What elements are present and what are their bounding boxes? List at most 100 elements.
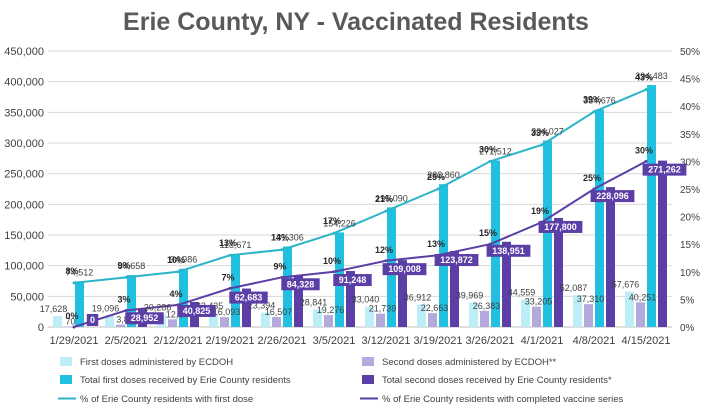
line-data-label: 13% [427, 239, 445, 249]
line-series [73, 160, 647, 328]
bar-data-label: 109,008 [388, 264, 421, 274]
line-data-label: 7% [221, 272, 234, 282]
line-data-label: 12% [375, 245, 393, 255]
line-point [332, 270, 336, 274]
bar [365, 306, 374, 327]
bar [261, 312, 270, 327]
bar-data-label: 0 [90, 315, 95, 325]
legend-label: Second doses administered by ECDOH** [382, 357, 557, 368]
bar-data-label: 118,671 [220, 240, 252, 250]
y-left-tick-label: 50,000 [10, 291, 44, 303]
bar-data-label-box [590, 190, 635, 203]
bar [398, 260, 407, 327]
bar-data-label: 17,628 [40, 304, 68, 314]
axes: 0 50,000 100,000 150,000 200,000 250,000 300,0… [4, 46, 700, 347]
bar-data-label: 39,969 [456, 290, 484, 300]
bar-data-label-box [434, 254, 479, 267]
legend-swatch [362, 375, 374, 384]
bar [116, 324, 125, 327]
line-point [228, 253, 232, 257]
legend: First doses administered by ECDOH Second … [58, 357, 624, 405]
line-point [280, 275, 284, 279]
y-left-tick-label: 200,000 [4, 199, 44, 211]
bar-data-label: 62,683 [235, 293, 263, 303]
line-data-label: 21% [375, 194, 393, 204]
x-tick-label: 2/26/2021 [258, 335, 307, 347]
y-right-tick-label: 5% [680, 295, 695, 306]
bar [294, 275, 303, 327]
bar-data-label: 33,040 [352, 295, 380, 305]
line-data-label: 9% [117, 260, 130, 270]
bar [606, 187, 615, 327]
bar-data-label: 19,096 [92, 303, 120, 313]
bar-data-label: 354,676 [583, 95, 616, 105]
bar-data-label: 19,276 [317, 305, 345, 315]
bar-data-label: 28,841 [300, 297, 328, 307]
y-left-tick-label: 150,000 [4, 230, 44, 242]
y-right-tick-label: 50% [680, 47, 700, 58]
line-point [228, 286, 232, 290]
bar-data-label: 33,205 [525, 297, 553, 307]
line-point [384, 259, 388, 263]
line-data-label: 14% [271, 233, 289, 243]
line-data-label: 33% [531, 128, 549, 138]
bar-data-label: 12,6 [166, 309, 184, 319]
bar [543, 140, 552, 327]
bar-data-label: 28,952 [131, 313, 159, 323]
bar-data-label: 22,663 [421, 303, 449, 313]
y-right-tick-label: 40% [680, 102, 700, 113]
bar [595, 109, 604, 327]
bar [647, 85, 656, 327]
bar-data-label: 177,800 [544, 222, 577, 232]
bar-data-label-box [177, 304, 216, 317]
bar [480, 310, 489, 327]
bar-data-label: 84,658 [118, 261, 146, 271]
line-data-label: 30% [479, 144, 497, 154]
line-point [124, 308, 128, 312]
bar [521, 299, 530, 327]
bar [272, 316, 281, 327]
bar [324, 315, 333, 327]
bar [209, 313, 218, 327]
bar [532, 306, 541, 327]
y-left-tick-label: 400,000 [4, 77, 44, 89]
line-data-label: 39% [583, 95, 601, 105]
bar [376, 313, 385, 327]
y-left-tick-label: 450,000 [4, 46, 44, 58]
x-tick-label: 2/12/2021 [154, 335, 203, 347]
line-point [124, 275, 128, 279]
bar-data-label: 16,507 [265, 307, 293, 317]
line-point [644, 88, 648, 92]
bar-data-label: 123,872 [440, 255, 473, 265]
bar-data-label: 20,286 [144, 303, 172, 313]
line-data-label: 4% [169, 289, 182, 299]
x-tick-label: 3/12/2021 [362, 335, 411, 347]
bar-data-label: 21,739 [369, 304, 397, 314]
line-series [73, 88, 647, 284]
legend-label: Total first doses received by Erie Count… [80, 375, 291, 386]
y-right-tick-label: 10% [680, 268, 700, 279]
line-point [592, 187, 596, 191]
x-tick-label: 1/29/2021 [50, 335, 99, 347]
line-data-label: 25% [427, 172, 445, 182]
line-data-label: 10% [323, 256, 341, 266]
y-left-tick-label: 300,000 [4, 138, 44, 150]
bar [75, 281, 84, 327]
line-data-label: 9% [273, 261, 286, 271]
line-point [72, 281, 76, 285]
line-point [384, 209, 388, 213]
line-point [644, 159, 648, 163]
line-data-label: 8% [65, 266, 78, 276]
legend-label: % of Erie County residents with complete… [382, 394, 624, 405]
bar-data-label: 154,226 [323, 218, 356, 228]
bar [417, 304, 426, 327]
line-point [488, 159, 492, 163]
legend-label: First doses administered by ECDOH [80, 357, 233, 368]
bar [625, 291, 634, 327]
chart-title: Erie County, NY - Vaccinated Residents [123, 8, 589, 36]
y-right-tick-label: 0% [680, 323, 695, 334]
line-data-label: 13% [219, 238, 237, 248]
line-data-label: 25% [583, 173, 601, 183]
bar-data-label: 195,090 [375, 193, 408, 203]
